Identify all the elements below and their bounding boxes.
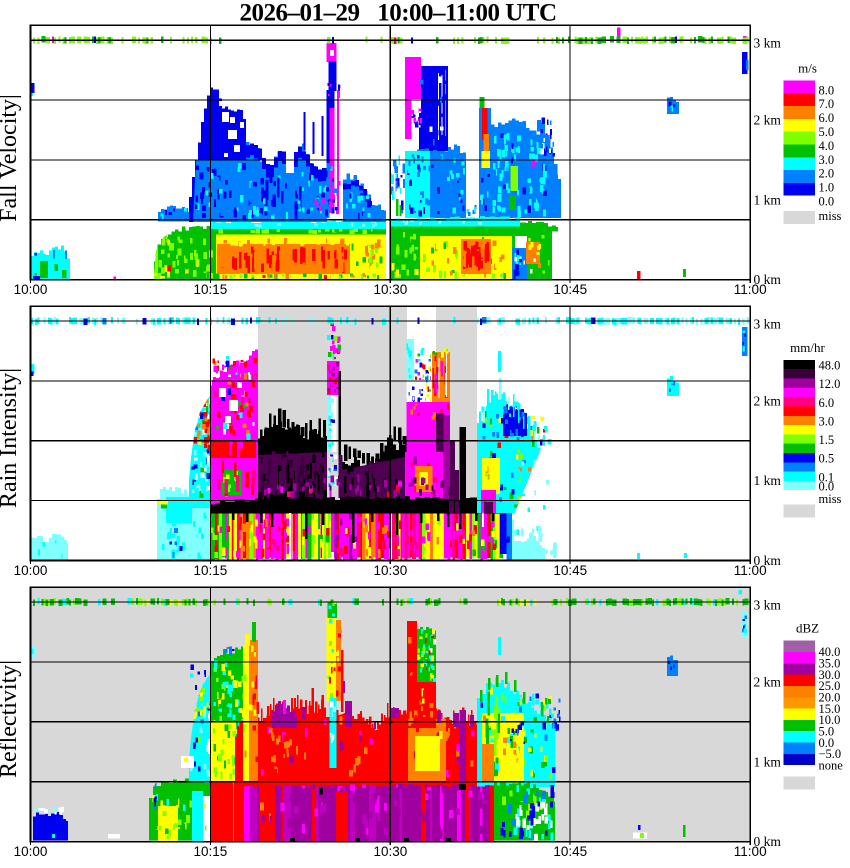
svg-text:0.5: 0.5 (819, 452, 835, 466)
svg-text:3 km: 3 km (754, 36, 782, 51)
svg-text:Reflectivity|: Reflectivity| (0, 660, 22, 778)
svg-text:2026–01–29 10:00–11:00 UTC: 2026–01–29 10:00–11:00 UTC (239, 0, 556, 27)
svg-text:miss: miss (819, 492, 842, 506)
svg-text:dBZ: dBZ (796, 621, 819, 636)
svg-text:none: none (819, 758, 844, 772)
svg-text:11:00: 11:00 (734, 563, 767, 578)
svg-text:10:30: 10:30 (374, 563, 408, 578)
svg-text:10:45: 10:45 (553, 282, 587, 297)
svg-text:10:00: 10:00 (14, 563, 48, 578)
svg-text:2 km: 2 km (754, 674, 782, 689)
svg-text:0 km: 0 km (754, 834, 782, 849)
svg-text:4.0: 4.0 (819, 139, 835, 153)
svg-text:10:15: 10:15 (194, 844, 228, 859)
svg-text:1 km: 1 km (754, 192, 782, 207)
svg-text:5.0: 5.0 (819, 125, 835, 139)
svg-text:0 km: 0 km (754, 272, 782, 287)
svg-text:48.0: 48.0 (819, 359, 841, 373)
svg-text:−5.0: −5.0 (819, 747, 842, 761)
svg-text:2 km: 2 km (754, 393, 782, 408)
svg-text:Fall Velocity|: Fall Velocity| (0, 94, 22, 222)
svg-text:1 km: 1 km (754, 754, 782, 769)
svg-text:0 km: 0 km (754, 553, 782, 568)
svg-text:10:15: 10:15 (194, 282, 228, 297)
svg-text:1.5: 1.5 (819, 433, 835, 447)
svg-text:6.0: 6.0 (819, 396, 835, 410)
svg-text:0.0: 0.0 (819, 480, 835, 494)
svg-text:10:30: 10:30 (374, 282, 408, 297)
svg-text:6.0: 6.0 (819, 111, 835, 125)
svg-text:8.0: 8.0 (819, 83, 835, 97)
svg-text:3.0: 3.0 (819, 153, 835, 167)
svg-text:miss: miss (819, 209, 842, 223)
svg-text:25.0: 25.0 (819, 679, 841, 693)
svg-text:3 km: 3 km (754, 317, 782, 332)
svg-text:10:45: 10:45 (553, 563, 587, 578)
svg-text:0.0: 0.0 (819, 736, 835, 750)
svg-text:30.0: 30.0 (819, 668, 841, 682)
svg-text:10:00: 10:00 (14, 282, 48, 297)
svg-text:1 km: 1 km (754, 473, 782, 488)
svg-text:m/s: m/s (798, 61, 817, 76)
svg-text:2 km: 2 km (754, 113, 782, 128)
svg-text:40.0: 40.0 (819, 645, 841, 659)
svg-text:3 km: 3 km (754, 598, 782, 613)
svg-text:15.0: 15.0 (819, 702, 841, 716)
svg-text:10.0: 10.0 (819, 713, 841, 727)
svg-text:10:00: 10:00 (14, 844, 48, 859)
svg-text:35.0: 35.0 (819, 657, 841, 671)
svg-text:10:45: 10:45 (553, 844, 587, 859)
svg-text:12.0: 12.0 (819, 377, 841, 391)
svg-text:2.0: 2.0 (819, 167, 835, 181)
svg-text:Rain Intensity|: Rain Intensity| (0, 368, 22, 508)
svg-text:mm/hr: mm/hr (790, 340, 825, 355)
svg-text:20.0: 20.0 (819, 691, 841, 705)
svg-text:0.0: 0.0 (819, 195, 835, 209)
svg-text:11:00: 11:00 (734, 844, 767, 859)
svg-text:3.0: 3.0 (819, 415, 835, 429)
svg-text:0.1: 0.1 (819, 470, 835, 484)
svg-text:10:15: 10:15 (194, 563, 228, 578)
svg-text:10:30: 10:30 (374, 844, 408, 859)
svg-text:11:00: 11:00 (734, 282, 767, 297)
svg-text:1.0: 1.0 (819, 181, 835, 195)
svg-text:7.0: 7.0 (819, 97, 835, 111)
svg-text:5.0: 5.0 (819, 724, 835, 738)
